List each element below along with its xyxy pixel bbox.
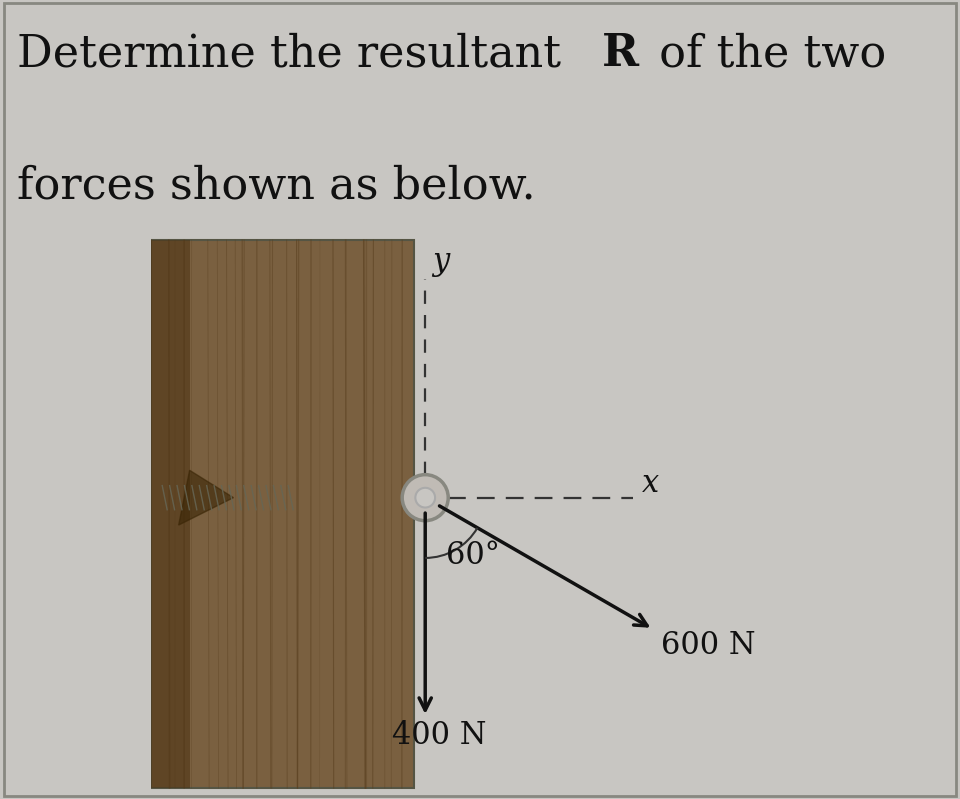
Polygon shape xyxy=(179,471,233,525)
Text: 60°: 60° xyxy=(445,539,499,570)
Bar xyxy=(152,240,415,788)
Text: 400 N: 400 N xyxy=(393,720,487,751)
Text: forces shown as below.: forces shown as below. xyxy=(17,164,536,208)
Text: R: R xyxy=(602,33,639,75)
Text: y: y xyxy=(432,246,449,277)
Text: Determine the resultant: Determine the resultant xyxy=(17,32,575,76)
Circle shape xyxy=(402,475,448,521)
Text: x: x xyxy=(641,468,659,499)
Text: 600 N: 600 N xyxy=(661,630,756,661)
Bar xyxy=(152,240,190,788)
Circle shape xyxy=(416,488,435,507)
Text: of the two: of the two xyxy=(645,32,886,76)
